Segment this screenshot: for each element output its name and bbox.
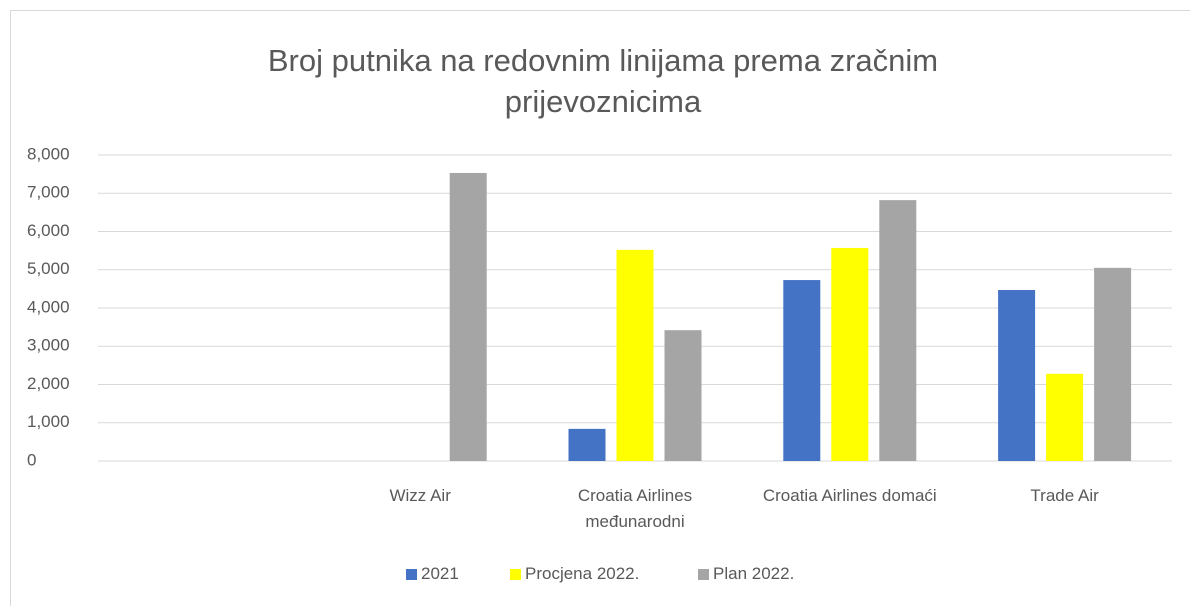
y-tick-label: 4,000 <box>27 297 70 316</box>
legend-swatch <box>510 568 521 580</box>
x-tick-label: Croatia Airlines domaći <box>762 486 937 505</box>
bar <box>1046 373 1084 461</box>
y-tick-label: 2,000 <box>27 374 70 393</box>
bar <box>616 249 654 461</box>
y-tick-label: 8,000 <box>27 144 70 163</box>
bar <box>568 428 606 461</box>
bar <box>783 280 821 461</box>
y-tick-label: 5,000 <box>27 259 70 278</box>
legend-label: Procjena 2022. <box>525 564 640 583</box>
legend-label: Plan 2022. <box>713 564 795 583</box>
legend-swatch <box>698 568 709 580</box>
bar <box>879 200 917 461</box>
y-tick-label: 0 <box>27 450 36 469</box>
y-tick-label: 7,000 <box>27 183 70 202</box>
chart-frame <box>10 10 1190 606</box>
legend-swatch <box>406 568 417 580</box>
legend-item: Plan 2022. <box>698 564 794 584</box>
legend-item: 2021 <box>406 564 459 584</box>
chart-title: Broj putnika na redovnim linijama prema … <box>267 43 939 119</box>
x-tick-label: Wizz Air <box>389 486 451 505</box>
bar <box>998 290 1036 461</box>
y-tick-label: 1,000 <box>27 412 70 431</box>
legend-label: 2021 <box>421 564 459 583</box>
legend-item: Procjena 2022. <box>510 564 639 584</box>
bar <box>449 172 487 462</box>
bar <box>664 330 702 461</box>
x-tick-label: Trade Air <box>1030 486 1099 505</box>
bar <box>1094 267 1132 461</box>
y-tick-label: 6,000 <box>27 221 70 240</box>
y-tick-label: 3,000 <box>27 336 70 355</box>
bar <box>831 247 869 461</box>
x-tick-label: Croatia Airlines međunarodni <box>577 486 693 531</box>
